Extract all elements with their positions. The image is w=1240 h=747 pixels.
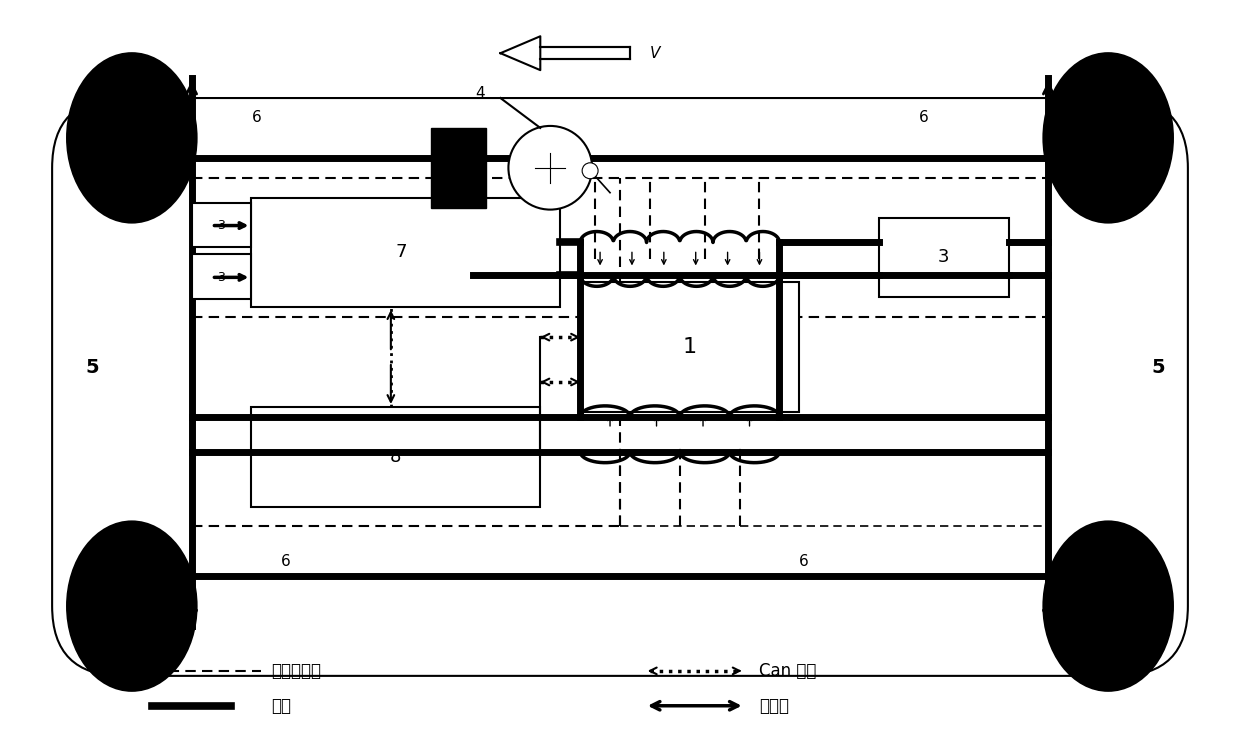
Bar <box>879 217 1008 297</box>
Circle shape <box>508 126 593 210</box>
Text: 8: 8 <box>391 447 402 465</box>
Polygon shape <box>501 37 541 70</box>
Text: 6: 6 <box>800 554 808 568</box>
Bar <box>252 198 560 307</box>
Text: 1: 1 <box>683 337 697 357</box>
Ellipse shape <box>67 53 197 223</box>
Bar <box>192 255 252 300</box>
Ellipse shape <box>1043 521 1173 691</box>
Bar <box>252 407 541 506</box>
Text: V: V <box>650 46 660 61</box>
Bar <box>192 202 252 247</box>
Text: 5: 5 <box>86 358 99 376</box>
Bar <box>580 282 800 412</box>
FancyBboxPatch shape <box>52 98 1188 676</box>
Bar <box>430 128 486 208</box>
Text: 6: 6 <box>252 111 262 125</box>
Text: 6: 6 <box>919 111 929 125</box>
Text: 信号传输线: 信号传输线 <box>272 662 321 680</box>
Text: 6: 6 <box>281 554 291 568</box>
Text: 4: 4 <box>476 86 485 101</box>
Text: 高压线: 高压线 <box>759 697 790 715</box>
Circle shape <box>582 163 598 179</box>
Ellipse shape <box>1043 53 1173 223</box>
Text: 油路: 油路 <box>272 697 291 715</box>
Text: 7: 7 <box>396 244 407 261</box>
Ellipse shape <box>67 521 197 691</box>
Text: 3: 3 <box>217 219 226 232</box>
Text: 5: 5 <box>1151 358 1164 376</box>
Bar <box>536 47 630 59</box>
Text: 3: 3 <box>937 249 950 267</box>
Text: Can 总线: Can 总线 <box>759 662 817 680</box>
Text: 3: 3 <box>217 271 226 284</box>
